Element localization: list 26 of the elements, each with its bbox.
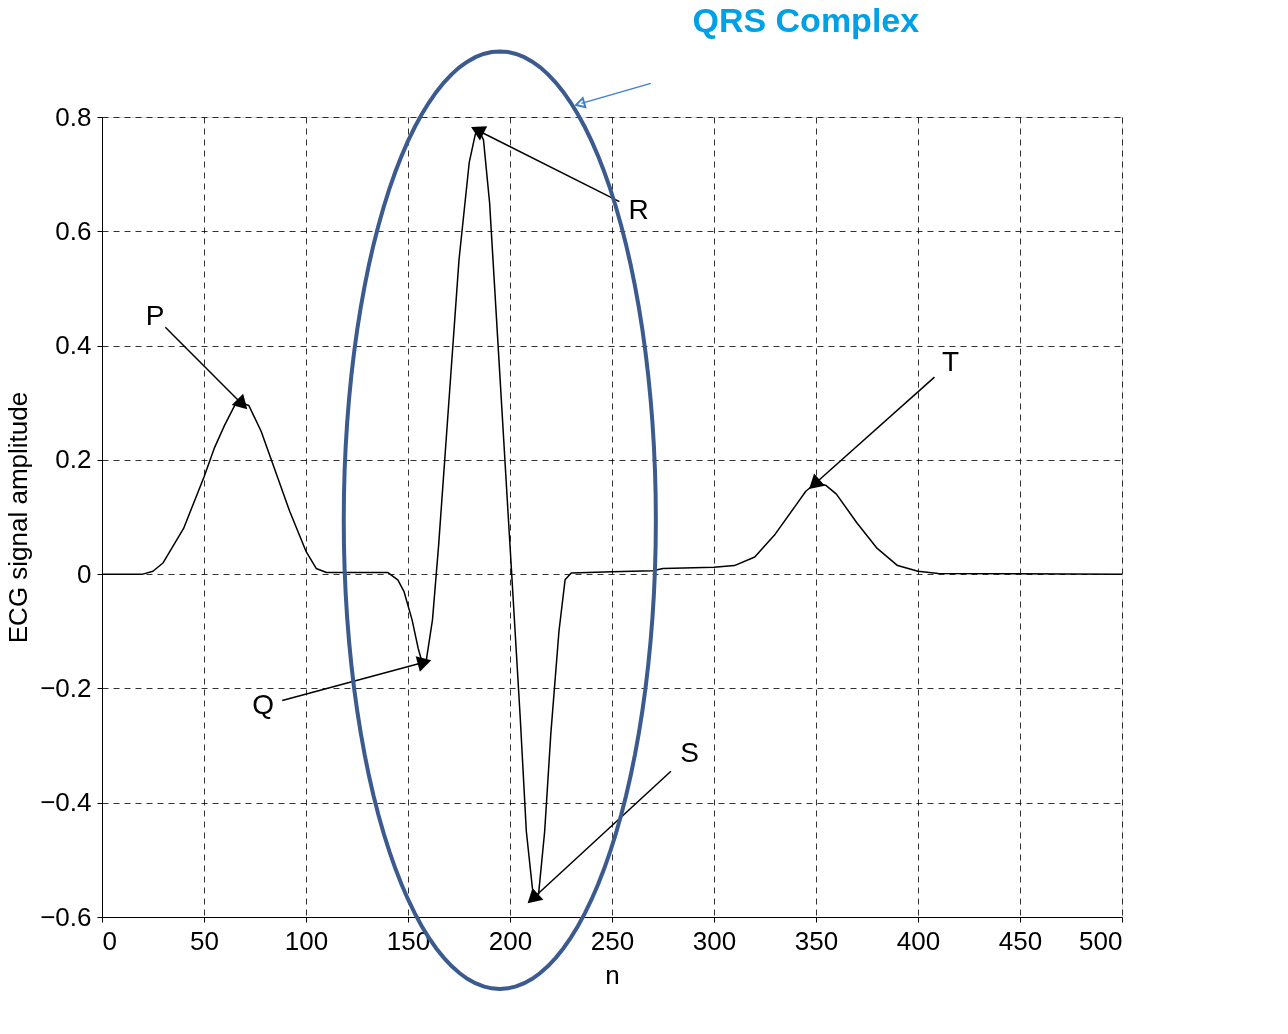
x-tick-label: 0 [102,925,117,956]
x-tick-label: 400 [896,925,941,956]
annotation: P [145,300,165,331]
y-tick-label: −0.4 [40,787,92,818]
y-tick-label: 0.8 [55,101,92,132]
text: QRS Complex [692,1,920,40]
x-tick-label: 100 [284,925,329,956]
y-axis-title: ECG signal amplitude [3,391,34,644]
annotation: T [942,345,960,377]
y-tick-label: 0 [77,558,92,589]
y-tick-label: 0.2 [55,444,92,475]
annotation: S [680,737,699,769]
annotation: Q [252,688,275,720]
y-tick-label: 0.6 [55,215,92,246]
x-tick-label: 250 [590,925,635,956]
x-tick-label: 200 [488,925,533,956]
annotation: R [628,194,649,226]
x-tick-label: 50 [190,925,219,956]
y-tick-label: −0.6 [40,901,92,932]
x-tick-label: 300 [692,925,737,956]
y-tick-label: 0.4 [55,330,92,361]
x-tick-label: 450 [998,925,1043,956]
x-axis-title: n [605,959,620,990]
x-tick-label: 500 [1079,925,1123,956]
x-tick-label: 350 [794,925,839,956]
y-tick-label: −0.2 [40,672,92,703]
